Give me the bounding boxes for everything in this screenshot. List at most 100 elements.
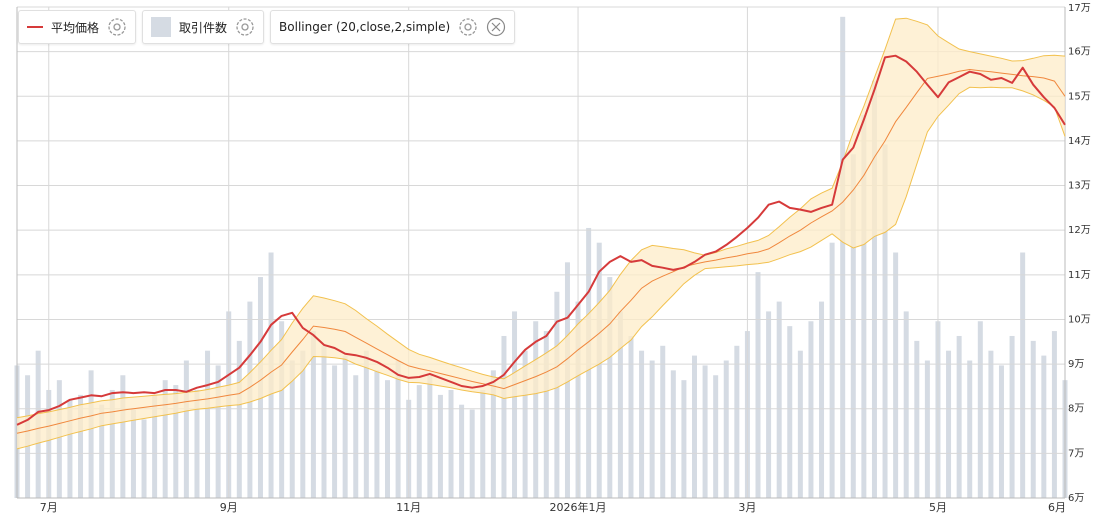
x-tick-label: 11月	[396, 501, 421, 514]
volume-bar	[977, 321, 983, 498]
legend-swatch	[151, 17, 172, 37]
volume-bar	[713, 375, 719, 498]
volume-bar	[914, 340, 920, 498]
volume-bar	[691, 355, 697, 498]
volume-bar	[279, 321, 285, 498]
volume-bar	[924, 360, 930, 498]
volume-bar	[141, 419, 147, 498]
volume-bar	[808, 321, 814, 498]
volume-bar	[522, 350, 528, 498]
y-tick-label: 16万	[1068, 47, 1091, 58]
volume-bar	[395, 360, 401, 498]
legend-item[interactable]: 取引件数	[142, 10, 265, 44]
volume-bar	[797, 350, 803, 498]
remove-icon[interactable]	[486, 17, 506, 37]
y-tick-label: 13万	[1068, 181, 1091, 192]
volume-bar	[1009, 335, 1015, 498]
volume-bar	[723, 360, 729, 498]
volume-bar	[332, 365, 338, 498]
legend-item[interactable]: Bollinger (20,close,2,simple)	[270, 10, 516, 44]
volume-bar	[480, 389, 486, 498]
volume-bar	[861, 115, 867, 499]
volume-bar	[766, 311, 772, 498]
volume-bar	[776, 301, 782, 498]
volume-bar	[893, 252, 899, 498]
volume-bar	[617, 311, 623, 498]
volume-bar	[78, 394, 84, 498]
volume-bar	[903, 311, 909, 498]
volume-bar	[152, 394, 158, 498]
volume-bar	[967, 360, 973, 498]
y-tick-label: 10万	[1068, 314, 1091, 325]
volume-bar	[353, 375, 359, 498]
settings-icon[interactable]	[235, 17, 255, 37]
y-tick-label: 6万	[1068, 493, 1084, 504]
x-tick-label: 7月	[40, 501, 58, 514]
volume-bar	[120, 375, 126, 498]
volume-bar	[628, 335, 634, 498]
price-line	[16, 54, 1066, 426]
legend-label: 取引件数	[179, 20, 228, 35]
volume-bar	[956, 335, 962, 498]
volume-bar	[1041, 355, 1047, 498]
volume-bar	[702, 365, 708, 498]
x-tick-label: 5月	[929, 501, 947, 514]
y-tick-label: 9万	[1068, 359, 1084, 370]
y-tick-label: 7万	[1068, 448, 1084, 459]
volume-bar	[437, 394, 443, 498]
volume-bar	[554, 291, 560, 498]
volume-bar	[670, 370, 676, 498]
volume-bar	[882, 144, 888, 499]
volume-bar	[840, 16, 846, 498]
x-tick-label: 6月	[1048, 501, 1066, 514]
volume-bar	[321, 345, 327, 498]
volume-bar	[183, 360, 189, 498]
volume-bar	[236, 340, 242, 498]
volume-bar	[88, 370, 94, 498]
volume-bar	[448, 389, 454, 498]
volume-bar	[374, 370, 380, 498]
x-tick-label: 2026年1月	[550, 500, 607, 514]
volume-bar	[205, 350, 211, 498]
volume-bar	[1020, 252, 1026, 498]
volume-bar	[1030, 340, 1036, 498]
y-tick-label: 8万	[1068, 404, 1084, 415]
volume-bar	[533, 321, 539, 498]
bollinger-upper	[16, 17, 1066, 419]
volume-bar	[162, 380, 168, 498]
volume-bar	[639, 350, 645, 498]
volume-bar	[459, 404, 465, 498]
legend-item[interactable]: 平均価格	[18, 10, 137, 44]
volume-bar	[300, 350, 306, 498]
volume-bar	[512, 311, 518, 498]
volume-bar	[607, 277, 613, 498]
bollinger-lower	[16, 86, 1066, 450]
volume-bar	[289, 360, 295, 498]
volume-bar	[649, 360, 655, 498]
y-tick-label: 15万	[1068, 91, 1091, 102]
volume-bar	[787, 326, 793, 498]
legend: 平均価格 取引件数 Bollinger (20,close,2,simple)	[18, 10, 516, 44]
legend-swatch	[27, 26, 43, 28]
volume-bar	[501, 335, 507, 498]
volume-bar	[99, 404, 105, 498]
volume-bar	[681, 380, 687, 498]
volume-bar	[173, 385, 179, 498]
volume-bar	[194, 389, 200, 498]
settings-icon[interactable]	[107, 17, 127, 37]
volume-bar	[416, 385, 422, 498]
volume-bar	[385, 380, 391, 498]
volume-bar	[988, 350, 994, 498]
volume-bar	[109, 389, 115, 498]
volume-bar	[755, 272, 761, 498]
settings-icon[interactable]	[458, 17, 478, 37]
volume-bar	[490, 370, 496, 498]
volume-bar	[215, 365, 221, 498]
x-tick-label: 3月	[738, 501, 756, 514]
volume-bar	[310, 331, 316, 498]
legend-label: 平均価格	[51, 20, 100, 35]
legend-label: Bollinger (20,close,2,simple)	[279, 20, 451, 34]
volume-bar	[829, 242, 835, 498]
